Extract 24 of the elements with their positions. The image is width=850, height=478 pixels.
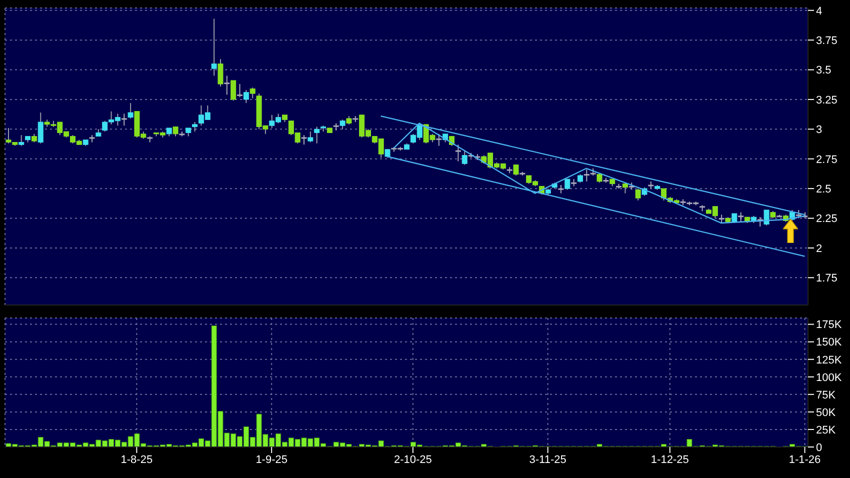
y-tick-label: 125K (816, 354, 842, 366)
x-tick-label: 3-11-25 (529, 454, 566, 466)
x-tick-label: 2-10-25 (394, 454, 432, 466)
y-tick-label: 75K (816, 389, 836, 402)
x-tick-label: 1-1-26 (788, 454, 821, 466)
y-tick-label: 2 (816, 242, 822, 255)
y-tick-label: 25K (816, 424, 836, 436)
y-tick-label: 3 (816, 124, 822, 136)
x-tick-label: 1-12-25 (650, 454, 689, 466)
x-tick-label: 1-8-25 (120, 454, 153, 466)
y-tick-label: 2.25 (816, 213, 838, 226)
y-tick-label: 50K (816, 406, 836, 419)
y-tick-label: 0 (816, 442, 822, 454)
y-tick-label: 2.5 (816, 183, 832, 196)
y-tick-label: 3.5 (816, 64, 832, 77)
y-tick-label: 2.75 (816, 154, 838, 166)
y-tick-label: 3.75 (816, 34, 838, 47)
y-tick-label: 4 (816, 5, 822, 18)
y-tick-label: 3.25 (816, 94, 838, 106)
y-tick-label: 100K (816, 372, 842, 384)
y-tick-label: 175K (816, 319, 842, 332)
x-tick-label: 1-9-25 (256, 454, 288, 466)
y-tick-label: 150K (816, 336, 842, 349)
y-tick-label: 1.75 (816, 272, 838, 285)
